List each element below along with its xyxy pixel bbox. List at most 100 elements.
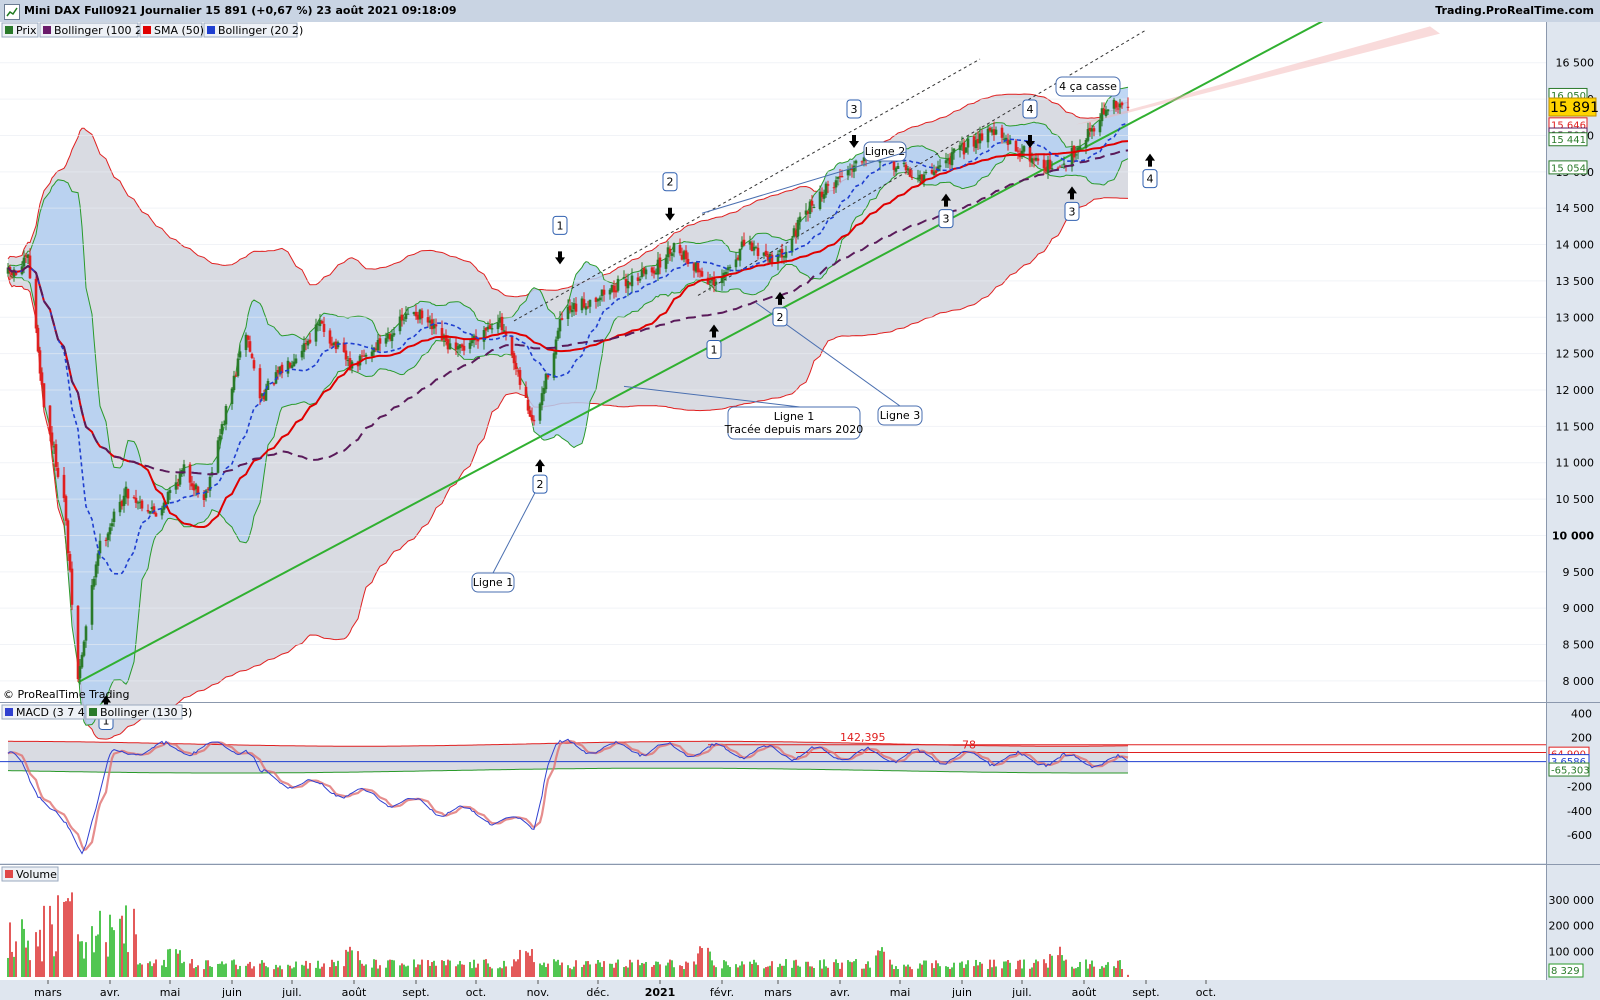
marker-label: 1: [557, 219, 564, 232]
volume-bar: [119, 918, 121, 977]
candle-body: [446, 339, 450, 350]
candle-body: [1074, 154, 1078, 156]
legend-box[interactable]: [1, 704, 85, 720]
volume-bar: [123, 943, 125, 977]
candle-body: [154, 513, 158, 517]
candle-body: [854, 160, 858, 164]
candle-body: [316, 323, 320, 325]
volume-bar: [849, 961, 851, 977]
candle-body: [346, 360, 350, 362]
macd-chart: 142,395 78: [0, 731, 1546, 855]
candle-body: [552, 353, 556, 378]
candle-body: [626, 280, 630, 289]
volume-bar: [1061, 955, 1063, 977]
candle-body: [834, 180, 838, 188]
candle-body: [400, 314, 404, 321]
volume-bar: [163, 959, 165, 977]
legend-box[interactable]: [39, 22, 139, 38]
candle-body: [516, 370, 520, 372]
volume-bar: [373, 959, 375, 977]
candle-body: [1030, 158, 1034, 163]
volume-bar: [1017, 960, 1019, 977]
volume-bar: [967, 960, 969, 977]
candle-body: [414, 311, 418, 317]
volume-bar: [953, 962, 955, 977]
y-tick-label: 10 500: [1556, 493, 1595, 506]
volume-bar: [945, 966, 947, 977]
legend-item-price[interactable]: Bollinger (100 2): [39, 22, 146, 38]
legend-item-macd[interactable]: Bollinger (130 3): [85, 704, 192, 720]
candle-body: [432, 323, 436, 329]
volume-bar: [99, 910, 101, 977]
volume-bar: [771, 961, 773, 977]
volume-bar: [735, 964, 737, 977]
volume-bar: [949, 968, 951, 977]
candle-body: [234, 375, 238, 377]
legend-box[interactable]: [139, 22, 203, 38]
marker-arrow-down: [849, 135, 859, 148]
volume-bar: [1085, 959, 1087, 977]
candle-body: [248, 341, 252, 352]
legend-box[interactable]: [85, 704, 183, 720]
legend-label: MACD (3 7 4): [16, 706, 89, 719]
volume-bar: [655, 961, 657, 977]
candle-body: [894, 168, 898, 172]
candle-body: [108, 527, 112, 535]
marker-box: [1064, 201, 1080, 221]
candle-body: [118, 501, 122, 513]
candle-body: [454, 342, 458, 350]
candle-body: [644, 269, 648, 275]
y-tick-label: 14 000: [1556, 239, 1595, 252]
volume-bar: [231, 960, 233, 977]
volume-bar: [305, 960, 307, 977]
annotation-ca-casse-text: 4 ça casse: [1059, 80, 1117, 93]
volume-bar: [923, 960, 925, 977]
candle-body: [824, 183, 828, 195]
legend-box[interactable]: [203, 22, 298, 38]
candle-body: [148, 511, 152, 514]
candle-body: [300, 350, 304, 358]
candle-body: [628, 282, 632, 285]
candle-body: [278, 366, 282, 375]
legend-item-price[interactable]: Bollinger (20 2): [203, 22, 303, 38]
legend-item-price[interactable]: Prix: [1, 22, 39, 38]
legend-item-volume[interactable]: Volume: [1, 866, 59, 882]
volume-bar: [695, 964, 697, 977]
volume-bar: [455, 966, 457, 977]
marker-label: 3: [1069, 205, 1076, 218]
volume-bar: [809, 966, 811, 977]
legend-item-price[interactable]: SMA (50): [139, 22, 204, 38]
legend-swatch: [143, 26, 151, 34]
candle-body: [1058, 166, 1062, 168]
legend-swatch: [207, 26, 215, 34]
volume-bar: [263, 962, 265, 977]
volume-bar: [1079, 961, 1081, 977]
volume-bar: [23, 928, 25, 977]
candle-body: [908, 169, 912, 177]
candle-body: [460, 344, 464, 347]
annotation-ligne-3-text: Ligne 3: [880, 409, 920, 422]
volume-bar: [975, 959, 977, 977]
candle-body: [792, 228, 796, 237]
candle-body: [642, 268, 646, 274]
volume-bar: [449, 960, 451, 977]
legend-item-macd[interactable]: MACD (3 7 4): [1, 704, 89, 720]
x-tick-label: 2021: [645, 986, 676, 999]
volume-bar: [217, 963, 219, 977]
candle-body: [994, 129, 998, 135]
y-tick-label: 9 000: [1563, 602, 1595, 615]
candle-body: [862, 157, 866, 162]
volume-bar: [1021, 968, 1023, 977]
candle-body: [276, 370, 280, 373]
volume-bar: [139, 963, 141, 977]
marker: 2: [772, 291, 788, 327]
candle-body: [622, 277, 626, 279]
candle-body: [252, 360, 256, 369]
legend-box[interactable]: [1, 866, 59, 882]
volume-bar: [295, 961, 297, 977]
candle-body: [52, 446, 56, 448]
volume-bar: [27, 940, 29, 977]
marker-box: [532, 474, 548, 494]
volume-bar: [39, 929, 41, 977]
